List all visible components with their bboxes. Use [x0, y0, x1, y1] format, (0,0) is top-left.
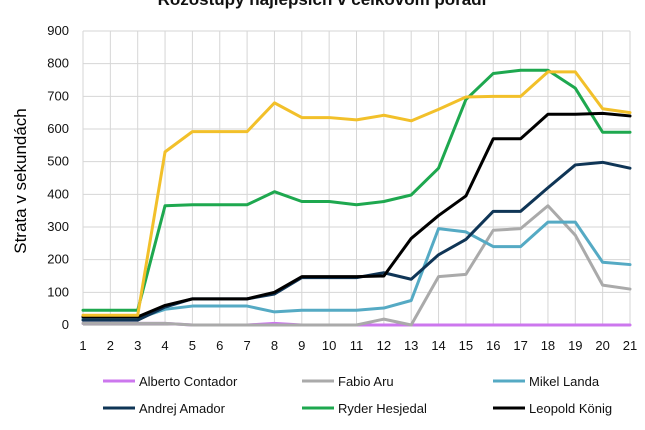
- x-tick-label: 14: [431, 338, 445, 353]
- x-tick-label: 20: [595, 338, 609, 353]
- y-tick-label: 500: [47, 154, 69, 169]
- legend: Alberto Contador Fabio Aru Mikel Landa Andr…: [103, 374, 612, 430]
- series-line-3: [81, 220, 632, 320]
- legend-label: Andrej Amador: [139, 401, 226, 416]
- series-line-2: [81, 204, 632, 327]
- x-tick-label: 21: [623, 338, 637, 353]
- gridlines: [82, 30, 631, 326]
- legend-label: Alberto Contador: [139, 374, 238, 389]
- legend-label: Mikel Landa: [529, 374, 600, 389]
- legend-label: Leopold König: [529, 401, 612, 416]
- legend-label: Fabio Aru: [338, 374, 394, 389]
- x-tick-label: 16: [486, 338, 500, 353]
- x-tick-label: 11: [350, 338, 364, 353]
- y-tick-label: 400: [47, 186, 69, 201]
- y-tick-label: 200: [47, 252, 69, 267]
- y-axis-label: Strata v sekundách: [11, 108, 30, 254]
- x-tick-label: 10: [322, 338, 336, 353]
- x-tick-label: 19: [568, 338, 582, 353]
- y-tick-label: 300: [47, 219, 69, 234]
- y-tick-labels: 0 100 200 300 400 500 600 700 800 900: [47, 23, 69, 332]
- series-line-5: [81, 68, 632, 312]
- y-tick-label: 800: [47, 56, 69, 71]
- x-tick-label: 18: [541, 338, 555, 353]
- chart-title: Rozostupy najlepších v celkovom poradí: [158, 0, 488, 9]
- x-tick-label: 5: [189, 338, 196, 353]
- y-tick-label: 100: [47, 284, 69, 299]
- series-lines: [81, 68, 632, 327]
- x-tick-label: 9: [298, 338, 305, 353]
- x-tick-label: 15: [459, 338, 473, 353]
- x-tick-label: 6: [216, 338, 223, 353]
- x-tick-label: 4: [161, 338, 168, 353]
- y-tick-label: 700: [47, 88, 69, 103]
- x-tick-label: 7: [243, 338, 250, 353]
- x-tick-label: 17: [513, 338, 527, 353]
- y-tick-label: 900: [47, 23, 69, 38]
- legend-label: Steven Kruijswijk: [139, 428, 238, 430]
- x-tick-label: 2: [107, 338, 114, 353]
- x-tick-label: 13: [404, 338, 418, 353]
- y-tick-label: 0: [62, 317, 69, 332]
- x-tick-label: 8: [271, 338, 278, 353]
- series-line-7: [81, 70, 632, 317]
- legend-label: Ryder Hesjedal: [338, 401, 427, 416]
- series-line-6: [81, 111, 632, 319]
- x-tick-label: 12: [377, 338, 391, 353]
- x-tick-label: 3: [134, 338, 141, 353]
- y-tick-label: 600: [47, 121, 69, 136]
- x-tick-label: 1: [79, 338, 86, 353]
- x-tick-labels: 1 2 3 4 5 6 7 8 9 10 11 12 13 14 15 16 17 18 19 20 21: [79, 338, 637, 353]
